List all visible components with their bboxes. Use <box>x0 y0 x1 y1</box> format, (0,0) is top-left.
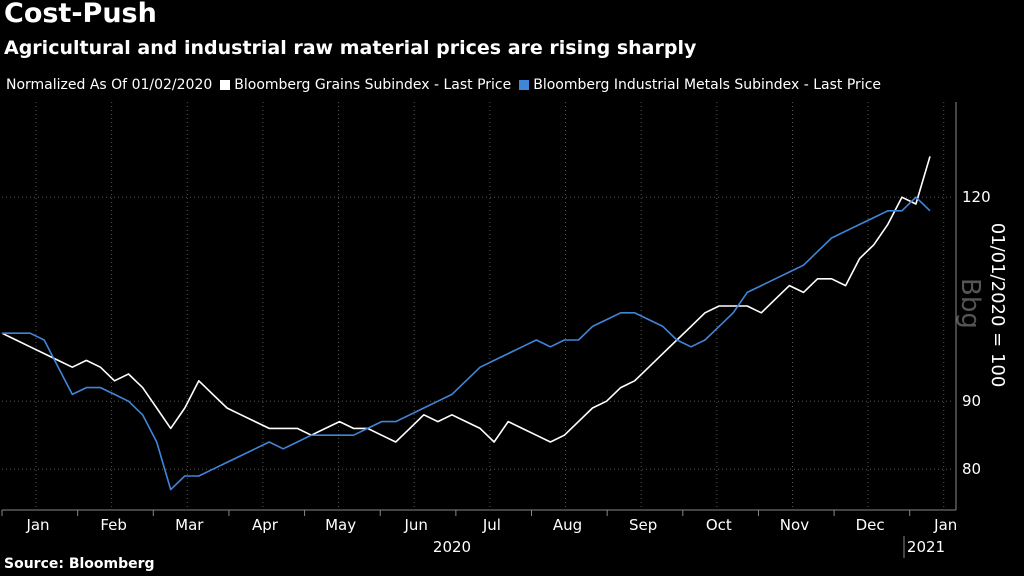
grid <box>2 102 954 510</box>
legend-label-grains: Bloomberg Grains Subindex - Last Price <box>234 77 512 93</box>
x-tick-label: Dec <box>856 516 885 534</box>
series-line-grains <box>1 156 931 443</box>
legend-item-metals: Bloomberg Industrial Metals Subindex - L… <box>519 77 881 93</box>
y-tick-label: 120 <box>962 188 991 206</box>
x-tick-label: Apr <box>252 516 279 534</box>
y-axis-label: 01/01/2020 = 100 <box>987 223 1008 388</box>
legend: Normalized As Of 01/02/2020 Bloomberg Gr… <box>6 77 889 93</box>
bloomberg-watermark: Bbg <box>955 278 985 329</box>
series-line-metals <box>2 196 931 491</box>
legend-note: Normalized As Of 01/02/2020 <box>6 77 213 93</box>
source-note: Source: Bloomberg <box>4 556 155 572</box>
legend-swatch-metals <box>519 80 530 90</box>
legend-item-grains: Bloomberg Grains Subindex - Last Price <box>220 77 511 93</box>
legend-swatch-grains <box>220 80 231 90</box>
x-tick-label: Aug <box>553 516 582 534</box>
x-tick-label: Sep <box>629 516 657 534</box>
legend-label-metals: Bloomberg Industrial Metals Subindex - L… <box>533 77 882 93</box>
x-tick-label: May <box>325 516 356 534</box>
axes <box>1 102 957 558</box>
y-tick-label: 90 <box>962 392 981 410</box>
x-tick-label: Nov <box>780 516 809 534</box>
series <box>1 156 931 491</box>
x-tick-label: Jul <box>482 516 501 534</box>
chart-title: Cost-Push <box>4 0 157 29</box>
x-tick-label: Mar <box>175 516 204 534</box>
year-label-2021: 2021 <box>907 538 945 556</box>
x-tick-label: Jan <box>933 516 957 534</box>
y-tick-label: 80 <box>962 460 981 478</box>
x-tick-label: Feb <box>100 516 127 534</box>
chart-subtitle: Agricultural and industrial raw material… <box>4 37 697 59</box>
x-tick-label: Oct <box>706 516 732 534</box>
labels: Jan Feb Mar Apr May Jun Jul Aug Sep Oct Nov Dec Jan 8… <box>25 188 1008 556</box>
x-tick-label: Jun <box>404 516 428 534</box>
year-label-2020: 2020 <box>433 538 471 556</box>
x-tick-label: Jan <box>25 516 49 534</box>
